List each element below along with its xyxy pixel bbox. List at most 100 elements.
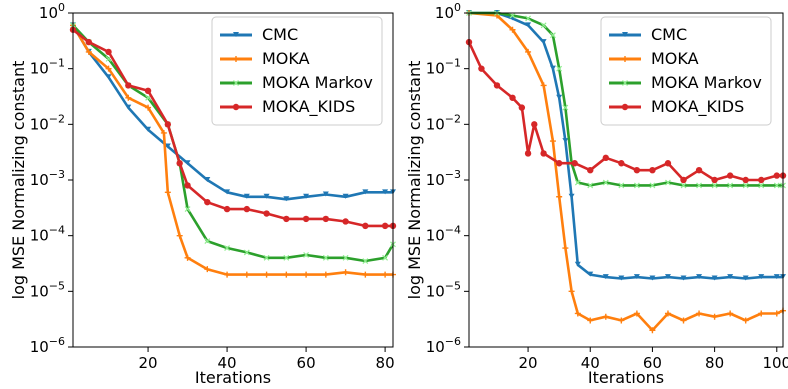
y-tick-label: 10−1 — [426, 57, 461, 78]
data-point-moka — [322, 271, 329, 278]
data-point-moka — [509, 26, 516, 33]
data-point-moka — [587, 317, 594, 324]
data-point-moka-markov — [562, 104, 569, 111]
data-point-moka — [574, 310, 581, 317]
y-tick-label: 100 — [39, 1, 65, 22]
legend-box — [600, 16, 772, 126]
data-point-cmc — [322, 191, 329, 197]
data-point-cmc — [758, 274, 765, 280]
data-point-moka — [303, 271, 310, 278]
data-point-moka-kids — [540, 150, 547, 157]
y-tick-label: 10−4 — [426, 224, 461, 245]
data-point-cmc — [649, 275, 656, 281]
data-point-cmc — [664, 274, 671, 280]
data-point-moka-markov — [587, 182, 594, 189]
series-line-moka — [71, 24, 393, 276]
data-point-moka-markov — [243, 249, 250, 256]
legend-label-cmc: CMC — [262, 25, 298, 44]
data-point-moka-kids — [184, 182, 191, 189]
data-point-moka-markov — [602, 179, 609, 186]
x-tick-label: 100 — [762, 354, 788, 372]
data-point-cmc — [525, 22, 532, 28]
data-point-moka-kids — [509, 94, 516, 101]
data-point-moka-kids — [283, 215, 290, 223]
x-tick-label: 60 — [643, 354, 662, 372]
data-point-moka-kids — [362, 222, 369, 230]
data-point-cmc — [540, 39, 547, 45]
data-point-cmc — [618, 275, 625, 281]
data-point-cmc — [382, 189, 389, 195]
legend: CMC MOKA MOKA Markov MOKA_KIDS — [211, 16, 383, 126]
data-point-moka-kids — [105, 48, 112, 56]
data-point-moka — [125, 94, 132, 101]
data-point-moka — [727, 310, 734, 317]
data-point-cmc — [362, 189, 369, 195]
legend-marker-moka-markov — [233, 80, 239, 86]
data-point-moka-kids — [243, 205, 251, 213]
y-tick-label: 10−2 — [426, 112, 461, 133]
data-point-moka — [160, 129, 167, 136]
data-point-moka-markov — [649, 182, 656, 189]
data-point-moka-kids — [587, 166, 594, 174]
data-point-cmc — [602, 274, 609, 280]
data-point-moka-kids — [518, 104, 526, 111]
data-point-moka — [224, 271, 231, 278]
data-point-moka-markov — [742, 182, 749, 189]
data-point-cmc — [224, 189, 231, 195]
legend-marker-moka — [622, 56, 628, 62]
data-point-moka-markov — [711, 182, 718, 189]
data-point-moka-markov — [322, 254, 329, 261]
data-point-cmc — [742, 275, 749, 281]
data-point-cmc — [773, 274, 780, 280]
data-point-cmc — [633, 274, 640, 280]
series-line-moka-markov — [469, 11, 783, 187]
y-axis-label-right: log MSE Normalizing constant — [405, 61, 424, 300]
data-point-moka — [105, 65, 112, 72]
data-point-moka-kids — [322, 215, 330, 223]
data-point-moka-kids — [176, 160, 183, 167]
data-point-cmc — [184, 160, 191, 166]
legend-label-moka: MOKA — [262, 49, 310, 68]
legend-label-moka-markov: MOKA Markov — [262, 73, 373, 92]
data-point-moka-kids — [711, 176, 718, 184]
y-tick-label: 100 — [435, 1, 461, 22]
legend-marker-moka-markov — [622, 80, 628, 86]
x-tick-label: 40 — [218, 354, 237, 372]
data-point-moka-kids — [618, 160, 625, 167]
data-point-cmc — [574, 261, 581, 267]
data-point-moka — [758, 310, 765, 317]
data-point-moka-kids — [664, 160, 672, 167]
data-point-cmc — [727, 274, 734, 280]
data-point-moka-kids — [773, 172, 780, 179]
legend-label-moka-kids: MOKA_KIDS — [651, 97, 744, 117]
data-point-moka-markov — [574, 179, 581, 186]
data-point-moka-kids — [381, 222, 389, 230]
data-point-moka — [176, 232, 183, 239]
data-point-moka — [696, 310, 703, 317]
data-point-moka — [342, 269, 349, 276]
data-point-moka-kids — [164, 121, 172, 128]
data-point-moka — [549, 138, 556, 145]
y-axis-label-left: log MSE Normalizing constant — [9, 61, 28, 300]
x-axis-label-right: Iterations — [588, 368, 664, 387]
data-point-moka — [243, 271, 250, 278]
data-point-moka-markov — [342, 254, 349, 261]
legend-label-moka-kids: MOKA_KIDS — [262, 97, 355, 117]
data-point-moka-markov — [758, 182, 765, 189]
data-point-cmc — [711, 275, 718, 281]
y-tick-label: 10−1 — [30, 57, 65, 78]
data-point-moka — [263, 271, 270, 278]
y-tick-label: 10−6 — [30, 335, 65, 356]
data-point-moka — [204, 266, 211, 273]
data-point-moka-kids — [223, 205, 231, 213]
data-point-moka-markov — [224, 245, 230, 251]
y-tick-label: 10−3 — [426, 168, 461, 189]
left-chart-panel: log MSE Normalizing constant Iterations … — [9, 1, 397, 387]
legend-marker-moka — [233, 56, 239, 62]
data-point-cmc — [145, 126, 152, 132]
data-point-moka-kids — [493, 82, 501, 89]
data-point-moka-markov — [263, 254, 270, 261]
data-point-moka — [742, 317, 749, 324]
data-point-moka-markov — [696, 182, 702, 189]
data-point-moka-markov — [525, 15, 531, 22]
